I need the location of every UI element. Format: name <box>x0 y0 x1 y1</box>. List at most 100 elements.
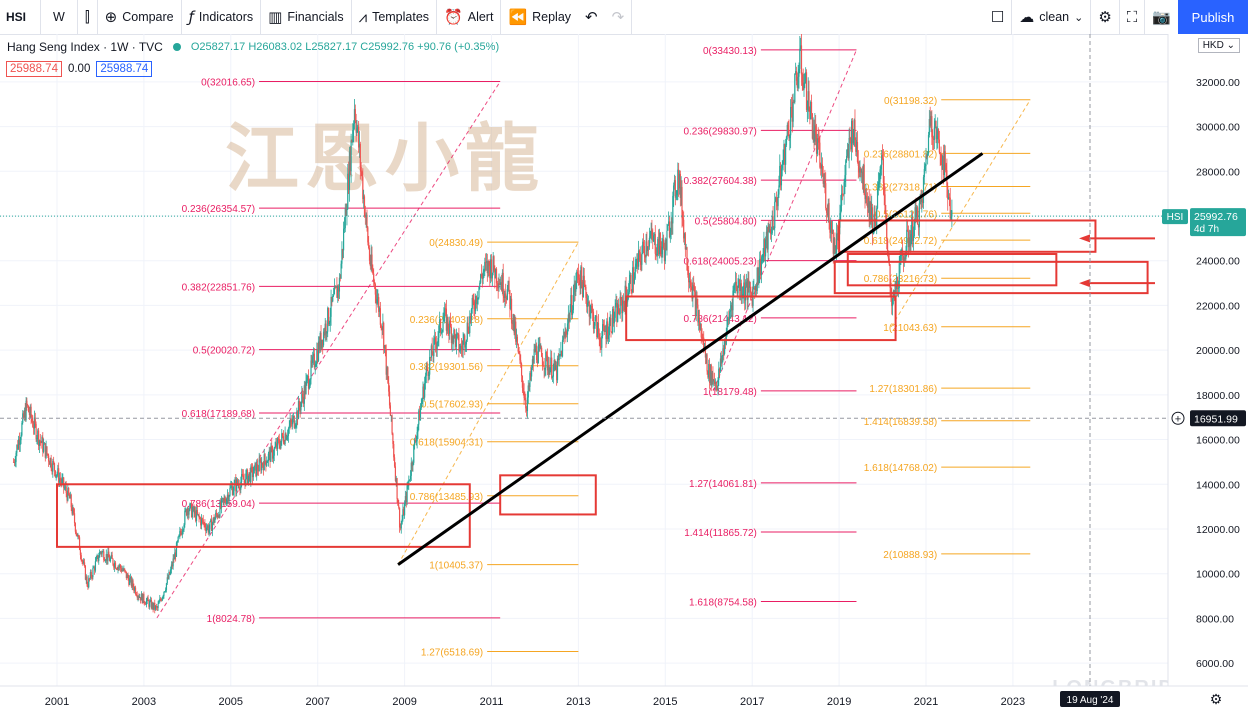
candle-body <box>658 239 660 255</box>
publish-button[interactable]: Publish <box>1178 0 1248 34</box>
candle-body <box>521 375 524 388</box>
camera-icon: 📷 <box>1152 8 1171 26</box>
settings-button[interactable]: ⚙ <box>1091 0 1120 34</box>
candle-body <box>282 433 284 437</box>
candle-body <box>208 529 210 533</box>
candle-body <box>488 260 490 267</box>
y-tick-label: 30000.00 <box>1196 122 1240 134</box>
y-tick-label: 20000.00 <box>1196 345 1240 357</box>
candle-body <box>53 461 55 464</box>
candle-body <box>97 555 99 561</box>
candle-body <box>397 498 399 506</box>
undo-button[interactable]: ↶ <box>578 0 605 34</box>
layout-menu[interactable]: ☁ clean ⌄ <box>1012 0 1092 34</box>
candle-body <box>33 426 35 429</box>
candle-body <box>139 597 142 601</box>
compare-button[interactable]: ⊕ Compare <box>98 0 182 34</box>
candle-body <box>510 298 513 324</box>
fullscreen-layout-button[interactable]: ☐ <box>984 0 1013 34</box>
candle-body <box>241 474 244 476</box>
financials-button[interactable]: ▥ Financials <box>261 0 352 34</box>
candle-body <box>158 602 160 604</box>
price-chart[interactable]: 江恩小龍 LONGBRIDGE 0(32016.65) 0.236(26354.5… <box>0 34 1248 720</box>
candle-body <box>937 129 939 136</box>
candle-body <box>175 542 178 557</box>
chart-type-button[interactable]: ⫿ <box>78 0 98 34</box>
candle-body <box>753 287 755 290</box>
candle-body <box>589 313 591 317</box>
candle-body <box>257 470 259 472</box>
candle-body <box>14 461 16 463</box>
candle-body <box>614 306 616 318</box>
fib-level-label: 1.27(14061.81) <box>689 479 757 490</box>
candle-body <box>708 364 711 383</box>
candle-body <box>617 304 619 322</box>
candle-body <box>216 514 219 518</box>
candle-body <box>790 107 793 108</box>
candle-body <box>37 430 39 438</box>
candle-body <box>519 353 521 361</box>
candle-body <box>273 448 275 456</box>
candle-body <box>502 272 504 297</box>
buy-price[interactable]: 25988.74 <box>96 61 153 77</box>
candle-body <box>189 503 191 511</box>
candle-body <box>619 296 621 315</box>
candle-body <box>668 221 670 225</box>
candle-body <box>575 282 577 292</box>
candle-body <box>58 478 61 483</box>
candle-body <box>371 254 373 270</box>
replay-button[interactable]: ⏪ Replay <box>501 0 578 34</box>
candle-body <box>486 261 488 274</box>
templates-label: Templates <box>372 10 430 24</box>
candle-body <box>21 422 23 436</box>
candle-body <box>541 347 543 357</box>
alert-button[interactable]: ⏰ Alert <box>437 0 502 34</box>
candle-body <box>610 317 612 333</box>
candle-body <box>87 585 89 588</box>
top-toolbar: HSI W ⫿ ⊕ Compare ƒ Indicators ▥ Financials… <box>0 0 1248 35</box>
candle-body <box>818 139 820 143</box>
candle-body <box>671 221 673 224</box>
sell-price[interactable]: 25988.74 <box>6 61 62 77</box>
currency-selector[interactable]: HKD ⌄ <box>1197 38 1240 53</box>
candle-body <box>679 173 681 199</box>
candle-body <box>805 72 808 110</box>
candle-body <box>754 287 756 290</box>
chart-grid <box>0 34 1168 686</box>
redo-button[interactable]: ↷ <box>605 0 633 34</box>
interval-button[interactable]: W <box>41 0 78 34</box>
candle-body <box>391 415 393 434</box>
candle-body <box>811 113 813 139</box>
candle-body <box>927 134 930 154</box>
candle-body <box>144 602 146 604</box>
candle-body <box>834 238 836 254</box>
candle-body <box>380 324 382 328</box>
candle-body <box>749 286 751 288</box>
candle-body <box>673 180 676 186</box>
candle-body <box>102 551 104 553</box>
candle-body <box>127 574 129 579</box>
templates-button[interactable]: ⩘ Templates <box>352 0 438 34</box>
candle-body <box>936 135 938 140</box>
candle-body <box>78 537 81 550</box>
candle-body <box>564 331 566 337</box>
candle-body <box>826 212 829 216</box>
candle-body <box>330 296 332 317</box>
indicators-button[interactable]: ƒ Indicators <box>182 0 262 34</box>
candle-body <box>423 386 425 398</box>
candle-body <box>820 164 823 169</box>
candle-body <box>711 372 713 386</box>
candle-body <box>373 273 375 283</box>
candle-body <box>663 247 666 262</box>
fullscreen-button[interactable]: ⛶ <box>1120 0 1146 34</box>
candle-body <box>73 508 75 514</box>
candle-body <box>915 207 917 217</box>
candle-body <box>512 314 514 324</box>
symbol-search[interactable]: HSI <box>0 0 42 34</box>
candle-body <box>723 348 725 354</box>
candle-body <box>374 284 376 295</box>
candle-body <box>398 505 400 508</box>
snapshot-button[interactable]: 📷 <box>1145 0 1178 34</box>
candle-body <box>291 422 293 425</box>
candle-body <box>299 407 301 411</box>
